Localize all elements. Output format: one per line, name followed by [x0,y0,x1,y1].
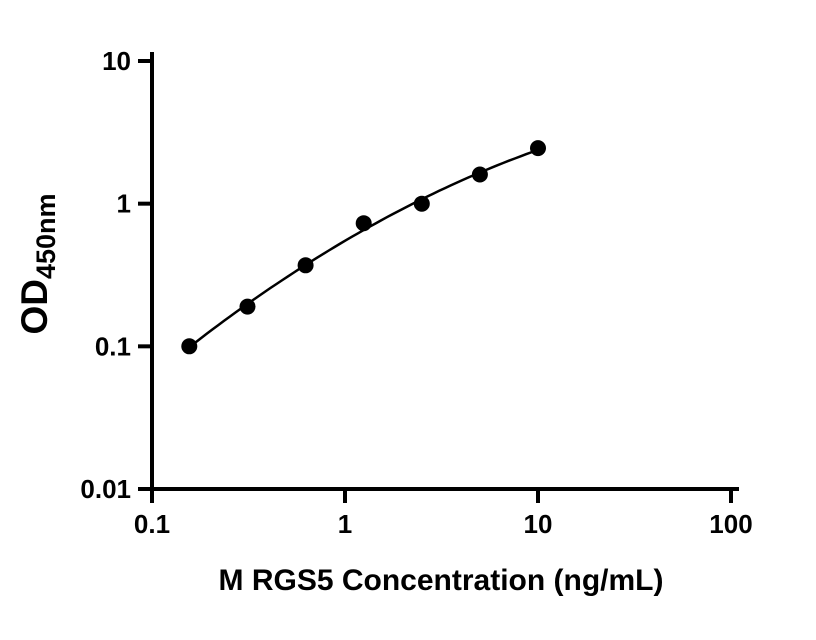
data-point [181,338,198,355]
y-tick-label: 10 [102,46,131,76]
data-point [413,195,430,212]
x-tick-label: 10 [524,509,553,539]
x-axis-title: M RGS5 Concentration (ng/mL) [219,564,664,597]
x-tick-label: 1 [338,509,352,539]
y-axis-title-sub: 450nm [31,193,61,279]
data-point [471,166,488,183]
data-point [239,298,256,315]
y-tick-label: 0.1 [95,331,131,361]
x-tick-label: 100 [709,509,752,539]
y-axis-title: OD450nm [14,193,61,334]
y-tick-label: 0.01 [80,474,131,504]
x-tick-label: 0.1 [134,509,170,539]
y-axis-title-main: OD [14,279,55,335]
y-tick-label: 1 [117,189,131,219]
data-point [530,140,546,157]
data-point [297,257,314,274]
data-point [355,215,372,232]
